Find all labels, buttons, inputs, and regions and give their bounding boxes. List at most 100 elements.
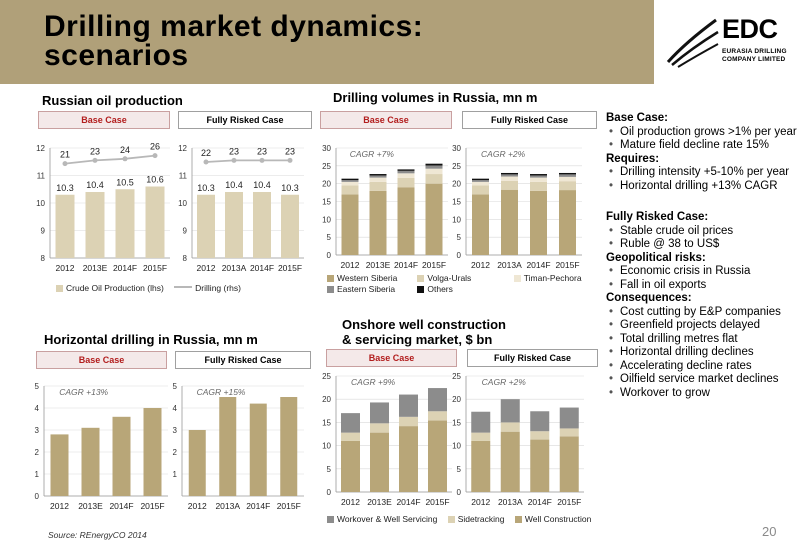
bar-segment: [397, 173, 415, 178]
y-tick-label: 20: [452, 180, 461, 189]
bar-segment: [399, 394, 418, 417]
line-data-label: 23: [90, 146, 100, 156]
legend-item-others: Others: [417, 284, 453, 295]
drilling-line: [64, 154, 156, 165]
list-item: Stable crude oil prices: [606, 225, 798, 239]
line-data-label: 23: [257, 146, 267, 156]
legend-item-eastern-siberia: Eastern Siberia: [327, 284, 407, 295]
cagr-annotation: CAGR +15%: [197, 387, 246, 397]
bar-segment: [471, 432, 491, 441]
x-tick-label: 2012: [341, 497, 360, 507]
requires-list: Drilling intensity +5-10% per year Horiz…: [606, 166, 798, 193]
base-case-list: Oil production grows >1% per year Mature…: [606, 126, 798, 153]
y-tick-label: 5: [327, 465, 332, 474]
x-tick-label: 2015F: [555, 260, 579, 270]
bar-segment: [369, 174, 387, 176]
list-item: Total drilling metres flat: [606, 333, 798, 347]
y-tick-label: 4: [173, 404, 178, 413]
drilling-line: [205, 159, 290, 163]
oil-risk-case-button[interactable]: Fully Risked Case: [178, 111, 312, 129]
x-tick-label: 2012: [56, 263, 75, 273]
bar-segment: [559, 407, 579, 429]
x-tick-label: 2014F: [113, 263, 137, 273]
bar-segment: [425, 183, 443, 255]
logo-name: EDC: [722, 14, 778, 44]
list-item: Fall in oil exports: [606, 279, 798, 293]
x-tick-label: 2013A: [498, 497, 523, 507]
bar-segment: [341, 432, 360, 441]
bar: [50, 434, 69, 496]
x-tick-label: 2013A: [222, 263, 247, 273]
legend-item-western-siberia: Western Siberia: [327, 273, 407, 284]
page-number: 20: [762, 524, 777, 539]
bar-segment: [472, 194, 489, 255]
y-tick-label: 20: [322, 180, 331, 189]
bar-segment: [397, 170, 415, 174]
page-title: Drilling market dynamics: scenarios: [44, 12, 423, 71]
legend-swatch-drilling: [174, 286, 193, 288]
drilling-point: [231, 157, 237, 163]
bar-segment: [500, 431, 520, 492]
horizontal-base-case-button[interactable]: Base Case: [36, 351, 167, 369]
bar-segment: [501, 176, 518, 181]
section-title-oil: Russian oil production: [42, 93, 183, 108]
bar-segment: [501, 172, 518, 175]
x-tick-label: 2013E: [367, 497, 392, 507]
bar-segment: [472, 178, 489, 181]
bar-segment: [559, 176, 576, 182]
x-tick-label: 2015F: [140, 501, 164, 511]
y-tick-label: 25: [452, 372, 461, 381]
bar-segment: [559, 436, 579, 492]
drilling-base-case-button[interactable]: Base Case: [320, 111, 452, 129]
bar: [197, 194, 215, 258]
legend-item-crude: Crude Oil Production (lhs): [56, 283, 164, 294]
y-tick-label: 0: [457, 251, 462, 260]
oil-base-chart: 8 9 10 11 12 2012 2013E 2014F 2015F 10.3 10.4 10.5 1…: [36, 142, 170, 273]
legend-swatch-workover: [327, 516, 334, 523]
bar: [219, 397, 237, 496]
y-tick-label: 11: [37, 172, 46, 181]
bar: [112, 416, 131, 496]
x-tick-label: 2013E: [366, 260, 391, 270]
onshore-base-chart: 0 5 10 15 20 25 2012 2013E 2014F 2015F CAGR +9%: [322, 372, 452, 507]
onshore-risk-case-button[interactable]: Fully Risked Case: [467, 349, 598, 367]
section-title-onshore-line1: Onshore well construction: [342, 317, 506, 332]
bar-data-label: 10.4: [225, 180, 243, 190]
oil-base-case-button[interactable]: Base Case: [38, 111, 170, 129]
onshore-base-case-button[interactable]: Base Case: [326, 349, 457, 367]
consequences-list: Cost cutting by E&P companies Greenfield…: [606, 306, 798, 401]
y-tick-label: 1: [173, 470, 178, 479]
x-tick-label: 2013E: [78, 501, 103, 511]
line-data-label: 22: [201, 148, 211, 158]
x-tick-label: 2012: [471, 497, 490, 507]
bar: [81, 427, 100, 496]
y-tick-label: 20: [452, 395, 461, 404]
horizontal-risk-case-button[interactable]: Fully Risked Case: [175, 351, 311, 369]
scenario-text-panel: Base Case: Oil production grows >1% per …: [606, 112, 798, 400]
bar-data-label: 10.3: [281, 183, 299, 193]
y-tick-label: 5: [173, 382, 178, 391]
list-item: Cost cutting by E&P companies: [606, 306, 798, 320]
section-title-horizontal: Horizontal drilling in Russia, mn m: [44, 332, 258, 347]
legend-swatch-others: [417, 286, 425, 293]
legend-item-sidetracking: Sidetracking: [447, 514, 504, 525]
bar-data-label: 10.3: [56, 183, 74, 193]
drilling-risk-case-button[interactable]: Fully Risked Case: [462, 111, 597, 129]
geopolitical-heading: Geopolitical risks:: [606, 251, 706, 264]
bar-segment: [530, 181, 547, 191]
x-tick-label: 2013A: [215, 501, 240, 511]
bar: [253, 192, 271, 258]
y-tick-label: 5: [457, 465, 462, 474]
y-tick-label: 25: [322, 162, 331, 171]
bar-segment: [559, 190, 576, 255]
list-item: Horizontal drilling declines: [606, 346, 798, 360]
bar-segment: [341, 440, 360, 492]
legend-swatch-well-construction: [514, 516, 522, 523]
bar-segment: [369, 177, 387, 182]
logo-subtitle: EURASIA DRILLING COMPANY LIMITED: [722, 48, 787, 64]
drilling-risk-chart: 0 5 10 15 20 25 30 2012 2013A 2014F 2015F CAGR +2%: [452, 144, 582, 270]
bar-segment: [369, 181, 387, 191]
y-tick-label: 10: [452, 215, 461, 224]
y-tick-label: 15: [452, 198, 461, 207]
bar-segment: [397, 187, 415, 255]
